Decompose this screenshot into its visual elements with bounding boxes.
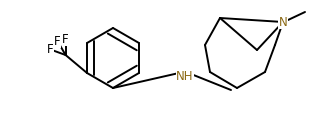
Text: NH: NH	[176, 70, 194, 83]
Text: F: F	[54, 35, 61, 48]
Text: N: N	[279, 15, 287, 28]
Text: F: F	[47, 43, 54, 56]
Text: F: F	[62, 33, 69, 45]
